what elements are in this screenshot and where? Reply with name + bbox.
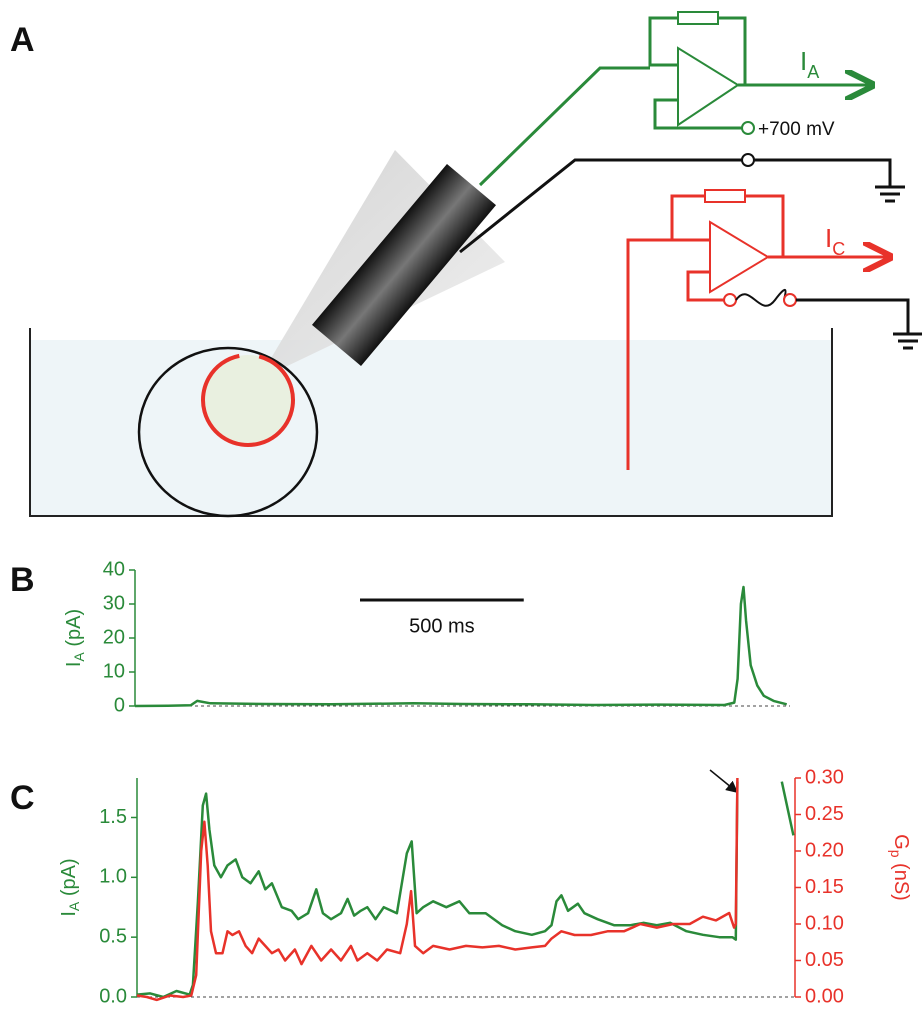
amplifier [709,220,770,294]
diagram: IA +700 mV IC [29,11,922,518]
tick-label: 0.10 [805,912,844,934]
panel-label: C [10,779,35,817]
label-main: I [800,46,807,76]
label-sub: A [66,901,82,911]
wire [653,98,742,130]
label-unit: (pA) [58,858,80,901]
label-main: G [890,834,912,850]
label-sub: A [71,652,87,662]
axis-title: Gp (nS) [888,834,911,901]
vesicle [201,353,295,447]
annotation-arrow [709,769,739,793]
wire [670,194,785,257]
data-line [134,585,788,708]
terminal [741,121,755,135]
wire [459,158,742,254]
wire [686,270,724,302]
tick-label: 20 [103,626,125,648]
tick-label: 30 [103,592,125,614]
bath-wall [29,328,833,517]
label-main: I [58,911,80,917]
tick-label: 0 [114,694,125,716]
panel-label: B [10,561,35,599]
wire [648,16,747,85]
label-unit: (pA) [63,609,85,652]
ground [875,185,905,203]
amplifier [677,46,740,127]
electrode [311,163,497,367]
voltage-label: +700 mV [758,119,835,140]
terminal [783,293,797,307]
label-sub: C [832,239,845,259]
wire [796,298,910,333]
resistor [677,11,719,25]
signal-source [735,288,787,307]
tick-label: 0.25 [805,803,844,825]
ground [893,332,922,350]
tick-label: 1.0 [99,866,127,888]
bath [30,340,832,516]
label-sub: A [807,62,819,82]
wire [626,238,710,470]
label-main: I [825,223,832,253]
panel-label: A [10,21,35,59]
axis-title: IA (pA) [63,609,86,667]
tick-label: 0.30 [805,766,844,788]
tick-label: 0.20 [805,839,844,861]
data-line [136,777,739,1002]
tick-label: 0.00 [805,985,844,1007]
tick-label: 0.05 [805,949,844,971]
wire [754,158,892,186]
resistor [704,189,746,203]
cell [137,346,319,518]
tick-label: 40 [103,558,125,580]
label-sub: p [888,850,904,858]
current-label: IA [800,46,819,82]
data-line [136,781,795,999]
label-unit: (nS) [890,858,912,901]
tick-label: 0.15 [805,876,844,898]
scale-bar-label: 500 ms [409,615,475,637]
wire [478,66,650,187]
terminal [741,153,755,167]
tick-label: 1.5 [99,806,127,828]
current-label: IC [825,223,845,259]
tick-label: 0.5 [99,925,127,947]
axis-title: IA (pA) [58,858,81,916]
tick-label: 0.0 [99,985,127,1007]
label-main: I [63,662,85,668]
tick-label: 10 [103,660,125,682]
terminal [723,293,737,307]
